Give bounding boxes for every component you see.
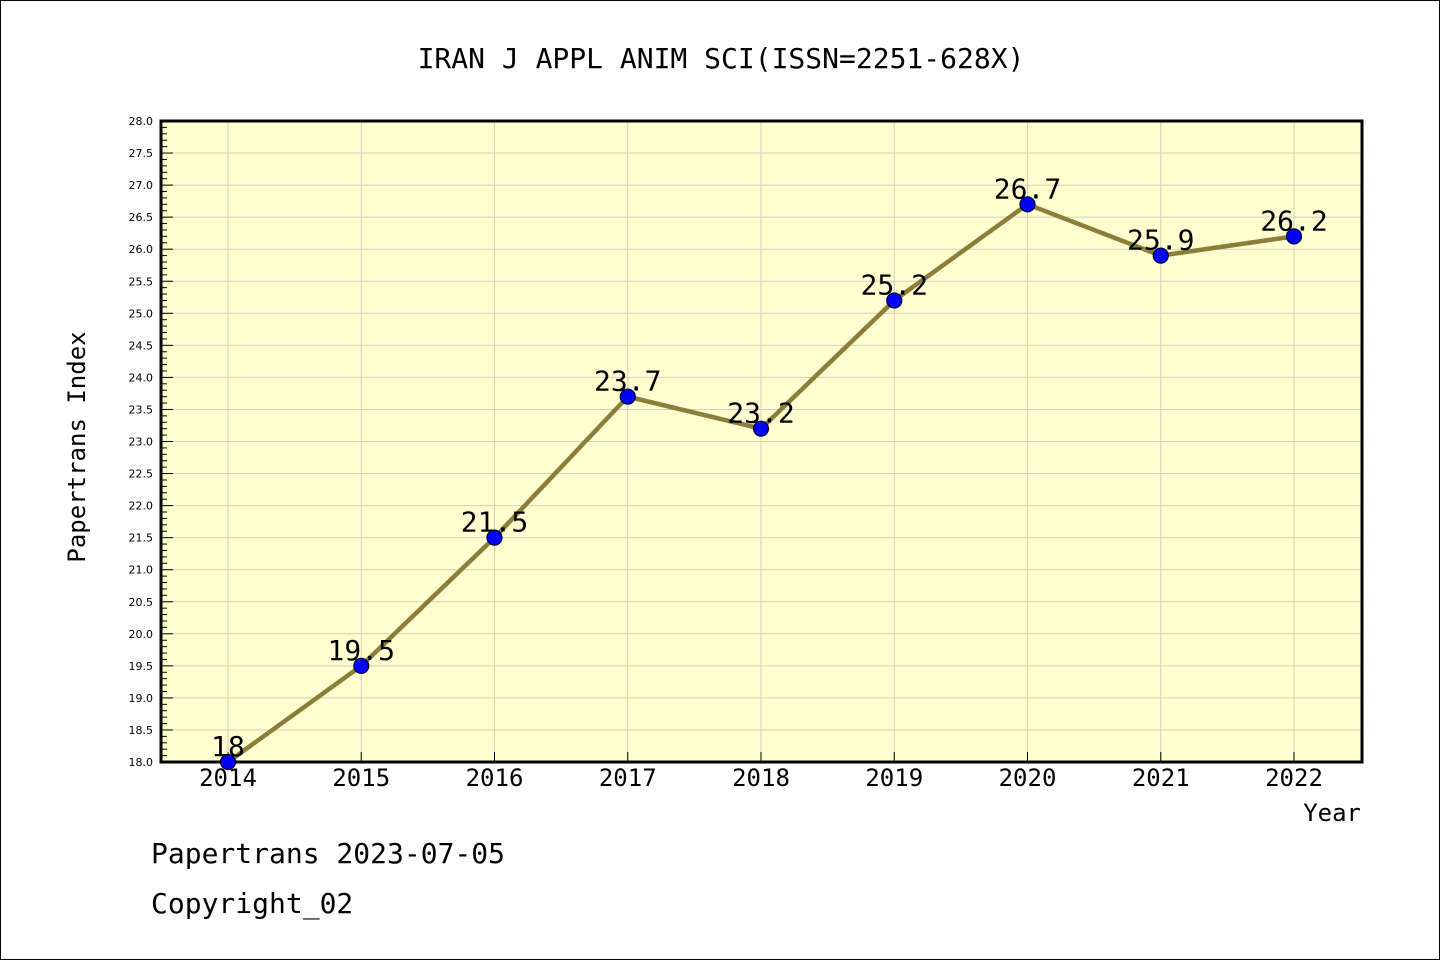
data-point — [353, 657, 370, 674]
x-tick-label: 2021 — [1132, 764, 1190, 792]
y-tick-label: 27.5 — [129, 147, 154, 160]
data-point — [886, 292, 903, 309]
x-tick-label: 2015 — [332, 764, 390, 792]
y-tick-label: 26.0 — [129, 243, 154, 256]
y-tick-label: 22.5 — [129, 468, 154, 481]
data-point — [1285, 228, 1303, 245]
y-tick-label: 18.0 — [129, 756, 154, 769]
data-label: 21.5 — [461, 506, 528, 539]
y-axis: 18.0 18.5 19.0 19.5 20.0 20.5 21.0 21.5 22.0 22.5… — [129, 115, 173, 769]
y-tick-label: 23.5 — [129, 403, 154, 416]
y-tick-label: 21.5 — [129, 532, 154, 545]
y-tick-label: 18.5 — [129, 724, 154, 737]
data-point — [752, 420, 770, 437]
y-tick-label: 19.5 — [129, 660, 154, 673]
data-label: 19.5 — [328, 634, 395, 667]
data-point — [619, 388, 636, 405]
x-tick-label: 2016 — [466, 764, 524, 792]
x-tick-label: 2018 — [732, 764, 790, 792]
y-tick-label: 24.0 — [129, 371, 154, 384]
series-layer — [219, 196, 1303, 771]
y-tick-label: 21.0 — [129, 564, 154, 577]
plot-border — [159, 119, 1364, 764]
x-axis-title: Year — [1303, 799, 1361, 827]
data-label: 25.9 — [1127, 224, 1194, 257]
y-tick-label: 20.0 — [129, 628, 154, 641]
data-labels: 18 19.5 21.5 23.7 23.2 25.2 26.7 25.9 26.2 — [211, 172, 1328, 763]
x-tick-label: 2020 — [999, 764, 1057, 792]
x-tick-label: 2017 — [599, 764, 657, 792]
y-tick-label: 19.0 — [129, 692, 154, 705]
data-label: 18 — [211, 730, 245, 763]
y-tick-label: 22.0 — [129, 500, 154, 513]
data-label: 23.2 — [727, 397, 794, 430]
y-tick-label: 28.0 — [129, 115, 154, 128]
y-tick-label: 25.0 — [129, 307, 154, 320]
data-point — [219, 753, 237, 771]
data-label: 25.2 — [861, 268, 928, 301]
x-tick-label: 2022 — [1265, 764, 1323, 792]
y-tick-label: 27.0 — [129, 179, 154, 192]
y-tick-label: 20.5 — [129, 596, 154, 609]
data-label: 26.7 — [994, 172, 1061, 205]
data-point — [1019, 196, 1036, 213]
footer-date-text: Papertrans 2023-07-05 — [151, 837, 506, 870]
y-tick-label: 25.5 — [129, 275, 154, 288]
y-tick-label: 23.0 — [129, 436, 154, 449]
y-axis-title: Papertrans Index — [63, 331, 91, 562]
footer-copyright-text: Copyright_02 — [151, 887, 354, 920]
chart-title: IRAN J APPL ANIM SCI(ISSN=2251-628X) — [418, 42, 1025, 75]
data-label: 26.2 — [1260, 204, 1327, 237]
data-point — [486, 529, 503, 546]
data-point — [1152, 247, 1169, 264]
y-tick-label: 24.5 — [129, 339, 154, 352]
x-tick-label: 2019 — [865, 764, 923, 792]
y-tick-label: 26.5 — [129, 211, 154, 224]
data-label: 23.7 — [594, 365, 661, 398]
